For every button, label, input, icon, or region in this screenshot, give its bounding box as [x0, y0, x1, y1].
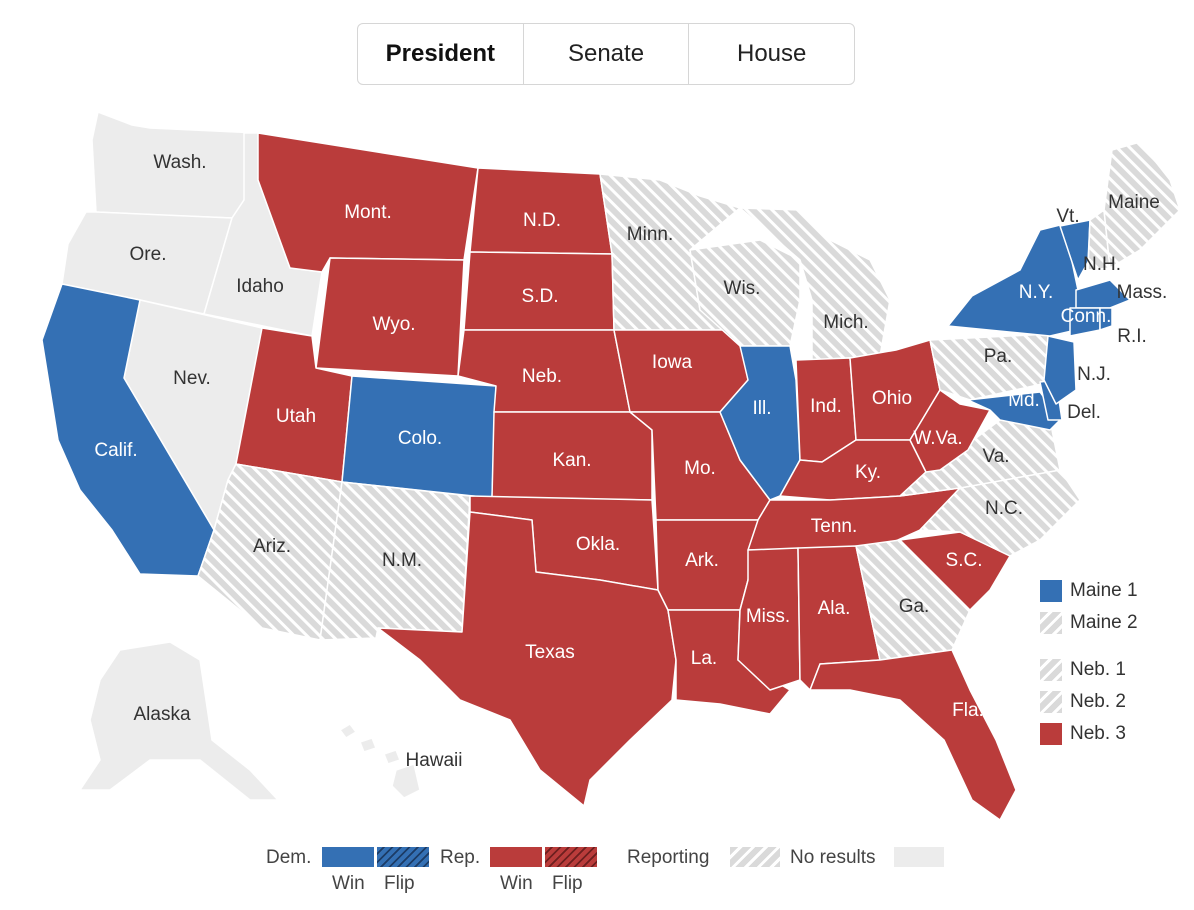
state-mont[interactable] [257, 132, 479, 273]
label-va: Va. [982, 446, 1009, 467]
state-alaska[interactable] [79, 641, 279, 801]
label-ark: Ark. [685, 550, 719, 571]
district-maine-1: Maine 1 [1040, 580, 1138, 602]
state-md[interactable] [967, 391, 1061, 431]
reporting-swatch [1040, 612, 1062, 634]
legend-rep-flip: Flip [552, 873, 583, 894]
label-calif: Calif. [94, 440, 137, 461]
state-nj[interactable] [1043, 335, 1077, 405]
label-okla: Okla. [576, 534, 620, 555]
state-ri[interactable] [1099, 307, 1113, 331]
label-minn: Minn. [627, 224, 673, 245]
legend-rep-win-swatch [490, 847, 542, 867]
label-iowa: Iowa [652, 352, 693, 373]
label-nd: N.D. [523, 210, 561, 231]
label-ore: Ore. [130, 244, 167, 265]
legend-rep-flip-swatch [545, 847, 597, 867]
label-mass: Mass. [1117, 282, 1168, 303]
state-ny[interactable] [947, 223, 1079, 337]
state-maine[interactable] [1103, 141, 1181, 269]
label-texas: Texas [525, 642, 575, 663]
label-wyo: Wyo. [372, 314, 415, 335]
state-wis[interactable] [689, 239, 801, 347]
tab-president[interactable]: President [385, 40, 496, 67]
label-md: Md. [1008, 390, 1040, 411]
legend-dem-label: Dem. [266, 847, 312, 868]
legend-no-results-swatch [894, 847, 944, 867]
label-sd: S.D. [522, 286, 559, 307]
label-alaska: Alaska [133, 704, 190, 725]
dem-swatch [1040, 580, 1062, 602]
legend-no-results-label: No results [790, 847, 876, 868]
state-ill[interactable] [719, 345, 801, 501]
map-legend: Dem. Win Flip Rep. Win Flip Reporting No… [0, 845, 1194, 905]
state-calif[interactable] [41, 283, 215, 577]
label-maine: Maine [1108, 192, 1160, 213]
label-nm: N.M. [382, 550, 422, 571]
label-neb: Neb. [522, 366, 562, 387]
state-texas[interactable] [377, 511, 677, 807]
label-mich: Mich. [823, 312, 868, 333]
label-pa: Pa. [984, 346, 1013, 367]
tab-senate[interactable]: Senate [522, 24, 689, 84]
label-wash: Wash. [153, 152, 206, 173]
label-nh: N.H. [1083, 254, 1121, 275]
state-hawaii[interactable] [339, 723, 421, 799]
label-conn: Conn. [1061, 306, 1112, 327]
label-tenn: Tenn. [811, 516, 857, 537]
label-hawaii: Hawaii [405, 750, 462, 771]
label-ri: R.I. [1117, 326, 1147, 347]
legend-reporting-swatch [730, 847, 780, 867]
race-tabs: President Senate House [357, 23, 855, 85]
label-ky: Ky. [855, 462, 881, 483]
reporting-swatch [1040, 691, 1062, 713]
district-maine-2: Maine 2 [1040, 612, 1138, 634]
label-wva: W.Va. [913, 428, 962, 449]
label-ind: Ind. [810, 396, 842, 417]
state-fla[interactable] [809, 649, 1017, 821]
label-kan: Kan. [552, 450, 591, 471]
label-la: La. [691, 648, 717, 669]
state-mich[interactable] [739, 207, 891, 361]
label-fla: Fla. [952, 700, 984, 721]
district-neb-1: Neb. 1 [1040, 659, 1126, 681]
state-kan[interactable] [491, 411, 653, 501]
reporting-swatch [1040, 659, 1062, 681]
label-vt: Vt. [1056, 206, 1079, 227]
label-idaho: Idaho [236, 276, 284, 297]
state-ga[interactable] [855, 539, 971, 661]
tab-house[interactable]: House [688, 24, 854, 84]
label-miss: Miss. [746, 606, 790, 627]
label-del: Del. [1067, 402, 1101, 423]
district-neb-2: Neb. 2 [1040, 691, 1126, 713]
label-ga: Ga. [899, 596, 930, 617]
label-ohio: Ohio [872, 388, 912, 409]
label-ariz: Ariz. [253, 536, 291, 557]
legend-dem-win: Win [332, 873, 365, 894]
label-nev: Nev. [173, 368, 211, 389]
legend-dem-flip: Flip [384, 873, 415, 894]
label-ill: Ill. [753, 398, 772, 419]
state-sc[interactable] [899, 531, 1011, 611]
state-pa[interactable] [929, 333, 1061, 401]
rep-swatch [1040, 723, 1062, 745]
legend-reporting-label: Reporting [627, 847, 710, 868]
label-sc: S.C. [946, 550, 983, 571]
legend-dem-flip-swatch [377, 847, 429, 867]
label-colo: Colo. [398, 428, 442, 449]
legend-dem-win-swatch [322, 847, 374, 867]
label-ala: Ala. [818, 598, 851, 619]
label-utah: Utah [276, 406, 316, 427]
label-nc: N.C. [985, 498, 1023, 519]
state-wva[interactable] [909, 389, 991, 473]
label-wis: Wis. [724, 278, 761, 299]
district-neb-3: Neb. 3 [1040, 723, 1126, 745]
label-nj: N.J. [1077, 364, 1111, 385]
legend-rep-win: Win [500, 873, 533, 894]
legend-rep-label: Rep. [440, 847, 481, 868]
label-mo: Mo. [684, 458, 716, 479]
label-mont: Mont. [344, 202, 392, 223]
label-ny: N.Y. [1019, 282, 1054, 303]
